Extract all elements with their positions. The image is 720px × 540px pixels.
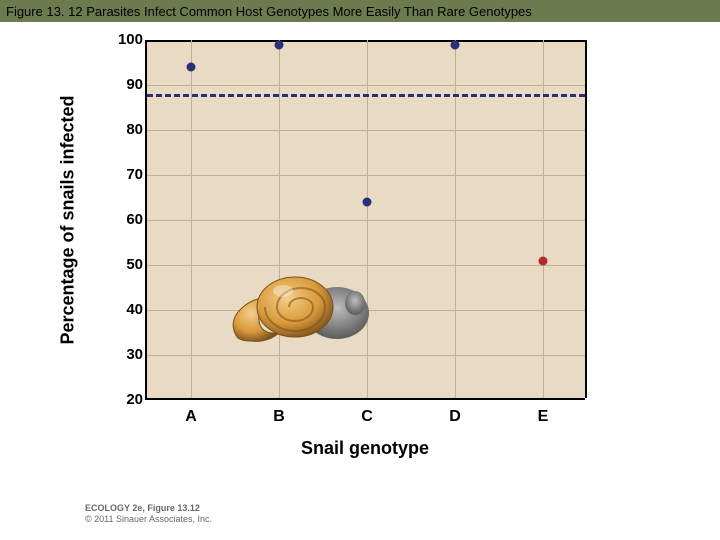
y-tick-label: 100: [113, 31, 143, 48]
x-tick-label: A: [179, 408, 203, 426]
grid-line-h: [147, 355, 585, 356]
x-tick-label: C: [355, 408, 379, 426]
plot-border-right: [585, 40, 587, 398]
x-tick-label: E: [531, 408, 555, 426]
x-tick-label: B: [267, 408, 291, 426]
y-tick-label: 30: [113, 346, 143, 363]
data-point: [451, 40, 460, 49]
y-tick-label: 60: [113, 211, 143, 228]
figure-credit: ECOLOGY 2e, Figure 13.12 © 2011 Sinauer …: [85, 503, 212, 526]
grid-line-h: [147, 220, 585, 221]
grid-line-h: [147, 130, 585, 131]
x-tick-label: D: [443, 408, 467, 426]
data-point: [539, 256, 548, 265]
figure-title-bar: Figure 13. 12 Parasites Infect Common Ho…: [0, 0, 720, 22]
snail-illustration: [227, 251, 377, 351]
figure-title: Figure 13. 12 Parasites Infect Common Ho…: [6, 4, 532, 19]
data-point: [363, 198, 372, 207]
y-tick-label: 40: [113, 301, 143, 318]
data-point: [275, 40, 284, 49]
y-tick-label: 70: [113, 166, 143, 183]
plot-area: 2030405060708090100ABCDE: [145, 40, 585, 400]
grid-line-h: [147, 85, 585, 86]
data-point: [187, 63, 196, 72]
reference-line: [147, 94, 585, 97]
y-axis-label: Percentage of snails infected: [58, 95, 79, 344]
y-tick-label: 90: [113, 76, 143, 93]
grid-line-h: [147, 175, 585, 176]
plot-border-top: [147, 40, 585, 42]
credit-line-1: ECOLOGY 2e, Figure 13.12: [85, 503, 212, 515]
x-axis-label: Snail genotype: [301, 438, 429, 460]
credit-line-2: © 2011 Sinauer Associates, Inc.: [85, 514, 212, 526]
y-tick-label: 20: [113, 391, 143, 408]
y-tick-label: 50: [113, 256, 143, 273]
chart: 2030405060708090100ABCDE Percentage of s…: [70, 40, 640, 460]
y-tick-label: 80: [113, 121, 143, 138]
